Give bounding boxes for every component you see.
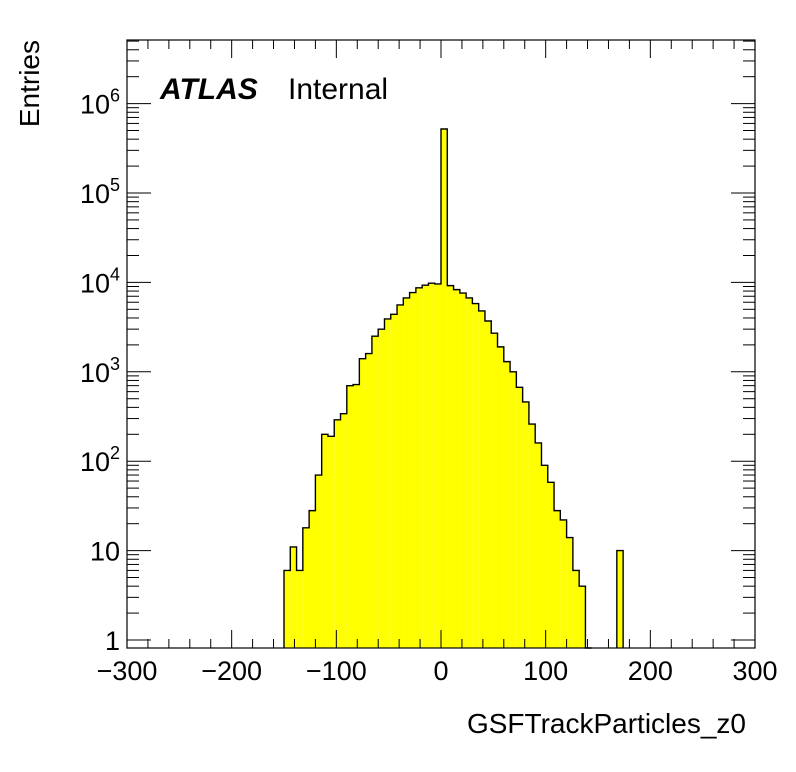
histogram-bin — [447, 285, 454, 648]
axis-ticks — [126, 40, 756, 648]
histogram-bin — [415, 287, 423, 648]
y-tick-label: 103 — [80, 354, 120, 388]
histogram-bin — [390, 314, 398, 648]
histogram-bin — [466, 297, 473, 648]
histogram-bin — [535, 442, 542, 648]
histogram-bin — [566, 537, 573, 648]
x-tick-label: 0 — [433, 656, 448, 686]
y-tick-label: 1 — [105, 626, 120, 656]
histogram-outline — [283, 128, 624, 649]
histogram-bin — [340, 413, 347, 648]
histogram-bin — [327, 436, 335, 648]
histogram-bin — [441, 128, 448, 648]
x-tick-labels: −300 −200 −100 0 100 200 300 — [97, 656, 778, 686]
histogram-bin — [309, 510, 316, 648]
histogram-bin — [547, 482, 555, 648]
internal-label: Internal — [288, 73, 388, 106]
y-tick-label: 102 — [80, 443, 120, 477]
histogram-bin — [321, 434, 328, 648]
histogram-bin — [554, 510, 561, 648]
histogram-bin — [484, 321, 492, 648]
histogram-bin — [422, 285, 429, 648]
y-axis-label: Entries — [14, 40, 45, 127]
histogram-bin — [453, 289, 460, 648]
histogram-bin — [491, 333, 498, 648]
histogram-bin — [403, 297, 410, 648]
histogram-bin — [315, 475, 322, 648]
histogram-bin — [560, 519, 567, 648]
histogram-bin — [397, 304, 404, 648]
histogram-bin — [579, 586, 586, 648]
histogram-bin — [478, 310, 485, 648]
histogram-bin — [541, 465, 548, 648]
y-tick-label: 106 — [80, 86, 120, 120]
histogram-bin — [472, 303, 479, 648]
x-tick-label: −300 — [97, 656, 158, 686]
x-tick-label: 300 — [732, 656, 777, 686]
histogram-bin — [284, 570, 291, 648]
histogram-bin — [384, 318, 391, 648]
histogram-bin — [334, 419, 341, 648]
histogram-bin — [296, 570, 303, 648]
histogram-bin — [365, 353, 372, 648]
histogram-bin — [497, 346, 504, 648]
histogram-bin — [302, 527, 310, 648]
histogram-bin — [510, 371, 517, 648]
y-tick-label: 10 — [90, 537, 120, 567]
histogram-bin — [290, 546, 297, 648]
histogram-bin — [371, 336, 379, 648]
histogram-bin — [459, 293, 467, 648]
histogram-bin — [378, 329, 385, 648]
histogram-bin — [409, 292, 416, 648]
histogram-bin — [503, 361, 511, 648]
y-tick-label: 105 — [80, 175, 120, 209]
x-tick-label: −200 — [201, 656, 262, 686]
y-tick-labels: 1 10 102 103 104 105 106 — [80, 86, 120, 656]
histogram-bin — [428, 283, 435, 648]
histogram-bin — [522, 401, 529, 648]
x-tick-label: 200 — [628, 656, 673, 686]
histogram-bin — [346, 385, 354, 648]
histogram-bin — [616, 550, 624, 648]
histogram-bars — [283, 128, 624, 649]
histogram-bin — [359, 358, 366, 648]
x-axis-label: GSFTrackParticles_z0 — [467, 708, 746, 739]
atlas-label: ATLAS — [159, 73, 258, 106]
y-tick-label: 104 — [80, 264, 120, 298]
histogram-bin — [353, 384, 360, 648]
histogram-bin — [516, 387, 523, 648]
histogram-bin — [572, 570, 580, 648]
x-tick-label: 100 — [523, 656, 568, 686]
x-tick-label: −100 — [306, 656, 367, 686]
histogram-bin — [434, 283, 441, 648]
histogram-bin — [528, 424, 536, 648]
